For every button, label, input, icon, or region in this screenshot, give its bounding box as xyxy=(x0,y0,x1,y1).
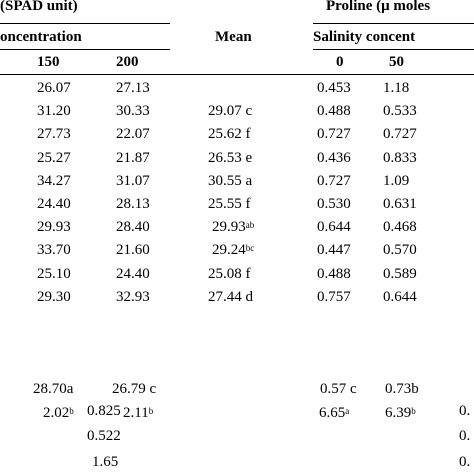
cell-c200: 22.07 xyxy=(116,126,150,142)
cell-p50: 0.833 xyxy=(383,150,417,166)
col-header-0: 0 xyxy=(336,54,344,70)
cell-c200: 21.87 xyxy=(116,150,150,166)
cell-c150: 33.70 xyxy=(37,242,71,258)
mean-50: 0.73b xyxy=(385,381,419,397)
edge-value-2: 0. xyxy=(459,428,471,444)
rule-proline xyxy=(313,23,474,24)
cell-p50: 0.589 xyxy=(383,266,417,282)
cell-p0: 0.530 xyxy=(317,196,351,212)
col-header-200: 200 xyxy=(116,54,139,70)
cell-p0: 0.488 xyxy=(317,103,351,119)
cell-p0: 0.727 xyxy=(317,173,351,189)
rule-header-bottom xyxy=(0,74,474,75)
col-header-50: 50 xyxy=(389,54,404,70)
rule-conc xyxy=(0,49,170,50)
cell-c150: 25.27 xyxy=(37,150,71,166)
cell-mean: 25.08 f xyxy=(208,266,251,282)
cell-c150: 27.73 xyxy=(37,126,71,142)
sup-200: 2.11b xyxy=(123,405,154,421)
mean-0: 0.57 c xyxy=(320,381,357,397)
cell-c200: 30.33 xyxy=(116,103,150,119)
cell-c150: 29.93 xyxy=(37,219,71,235)
cell-p0: 0.453 xyxy=(317,80,351,96)
cell-c200: 24.40 xyxy=(116,266,150,282)
cell-c150: 26.07 xyxy=(37,80,71,96)
cell-p0: 0.436 xyxy=(317,150,351,166)
cell-mean: 29.24bc xyxy=(212,242,255,258)
rule-salinity xyxy=(313,49,474,50)
cell-p0: 0.644 xyxy=(317,219,351,235)
cell-c200: 32.93 xyxy=(116,289,150,305)
proline-title: Proline (μ moles xyxy=(326,0,431,14)
cell-c200: 27.13 xyxy=(116,80,150,96)
mean-200: 26.79 c xyxy=(112,381,157,397)
col-header-150: 150 xyxy=(37,54,60,70)
cell-p50: 0.570 xyxy=(383,242,417,258)
cell-c150: 25.10 xyxy=(37,266,71,282)
cell-p50: 0.533 xyxy=(383,103,417,119)
salinity-label: Salinity concent xyxy=(313,29,416,45)
cell-p50: 0.631 xyxy=(383,196,417,212)
cell-c150: 31.20 xyxy=(37,103,71,119)
cell-c200: 21.60 xyxy=(116,242,150,258)
cell-p0: 0.488 xyxy=(317,266,351,282)
edge-value-1: 0. xyxy=(459,403,471,419)
cell-c150: 34.27 xyxy=(37,173,71,189)
cell-c200: 31.07 xyxy=(116,173,150,189)
cell-mean: 29.93ab xyxy=(212,219,255,235)
sup-50: 6.39b xyxy=(385,405,416,421)
cell-c200: 28.40 xyxy=(116,219,150,235)
cell-mean: 27.44 d xyxy=(208,289,253,305)
cell-p0: 0.757 xyxy=(317,289,351,305)
cell-p50: 1.18 xyxy=(383,80,410,96)
cell-p50: 0.727 xyxy=(383,126,417,142)
mean-header: Mean xyxy=(215,29,252,45)
cell-mean: 26.53 e xyxy=(208,150,253,166)
concentration-label: oncentration xyxy=(0,29,82,45)
rule-spad xyxy=(0,23,170,24)
cell-mean: 25.55 f xyxy=(208,196,251,212)
cell-p50: 0.468 xyxy=(383,219,417,235)
cell-c150: 29.30 xyxy=(37,289,71,305)
cell-p50: 0.644 xyxy=(383,289,417,305)
lsd-value-1: 0.825 xyxy=(87,403,121,419)
sup-0: 6.65a xyxy=(319,405,350,421)
cell-p50: 1.09 xyxy=(383,173,410,189)
cell-mean: 30.55 a xyxy=(208,173,253,189)
lsd-value-3: 1.65 xyxy=(92,454,119,470)
mean-150: 28.70a xyxy=(33,381,74,397)
sup-150: 2.02b xyxy=(43,405,74,421)
cell-mean: 25.62 f xyxy=(208,126,251,142)
edge-value-3: 0. xyxy=(459,454,471,470)
cell-p0: 0.727 xyxy=(317,126,351,142)
cell-mean: 29.07 c xyxy=(208,103,253,119)
spad-title: (SPAD unit) xyxy=(0,0,78,14)
cell-p0: 0.447 xyxy=(317,242,351,258)
cell-c200: 28.13 xyxy=(116,196,150,212)
lsd-value-2: 0.522 xyxy=(87,428,121,444)
cell-c150: 24.40 xyxy=(37,196,71,212)
